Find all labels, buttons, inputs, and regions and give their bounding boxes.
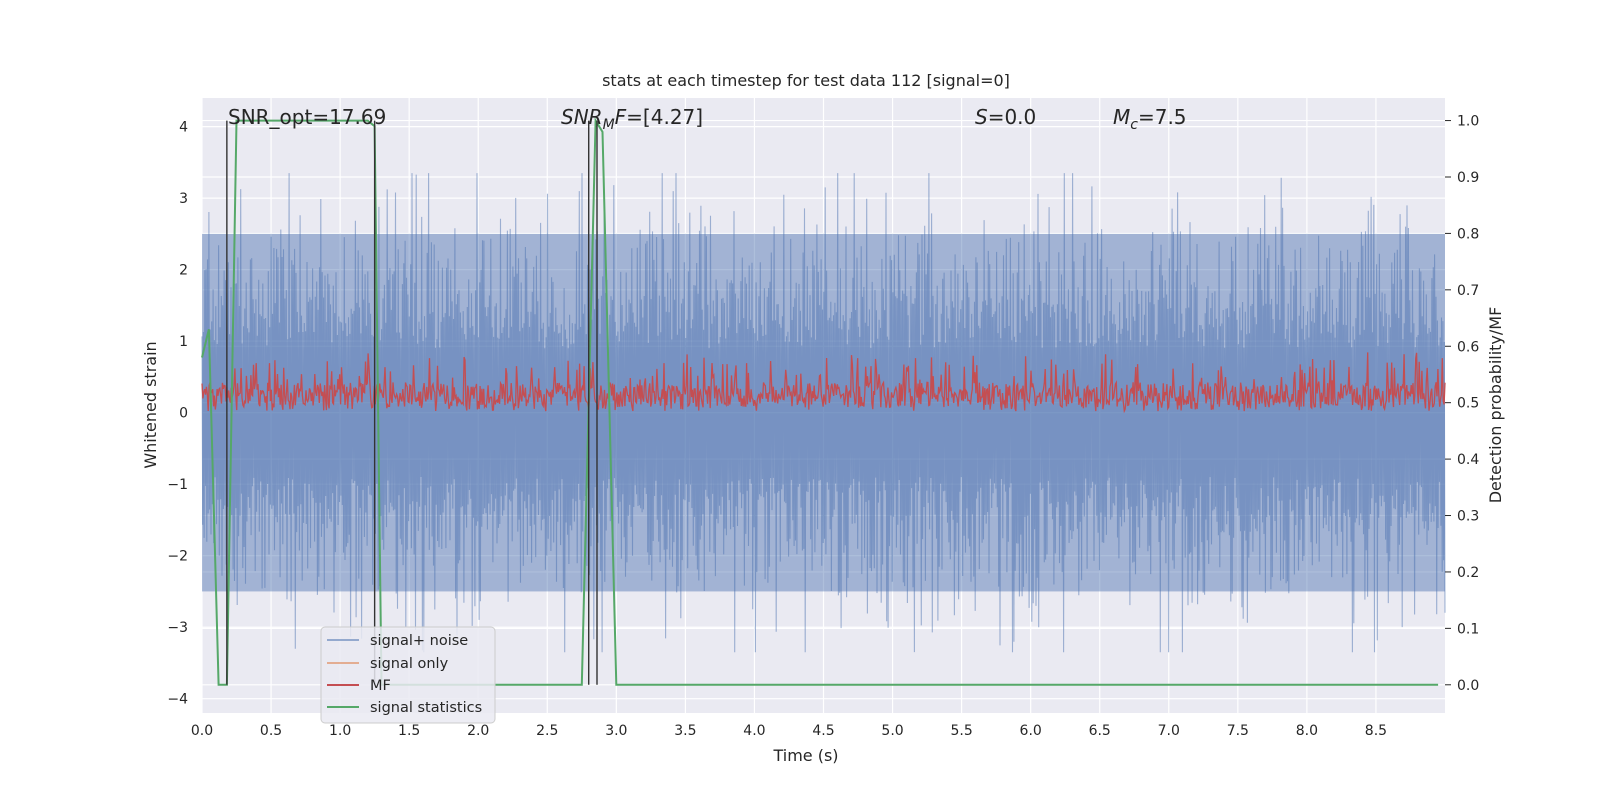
y-right-tick-label: 0.2 [1457,565,1479,581]
x-tick-label: 8.5 [1365,723,1387,739]
x-tick-label: 2.0 [467,723,489,739]
noise-band [202,233,1445,592]
y-right-tick-label: 0.8 [1457,226,1479,242]
x-tick-label: 3.5 [674,723,696,739]
legend-label-signal-noise: signal+ noise [370,633,468,649]
x-tick-label: 5.5 [950,723,972,739]
y-tick-label: 0 [179,406,188,422]
y-tick-label: −4 [167,692,188,708]
x-tick-label: 1.0 [329,723,351,739]
legend-label-signal-statistics: signal statistics [370,700,482,716]
x-tick-label: 1.5 [398,723,420,739]
noise-trace [201,173,1446,653]
y-right-tick-label: 0.3 [1457,509,1479,525]
y-right-tick-label: 0.1 [1457,621,1479,637]
y-right-tick-label: 0.6 [1457,339,1479,355]
x-tick-label: 6.5 [1089,723,1111,739]
y-tick-label: 3 [179,191,188,207]
y-tick-label: −3 [167,620,188,636]
x-tick-label: 3.0 [605,723,627,739]
annotations: SNR_opt=17.69 SNRMF=[4.27] S=0.0 Mc=7.5 [228,105,1187,133]
y-tick-label: 4 [179,120,188,136]
legend-label-mf: MF [370,678,391,694]
x-tick-label: 4.0 [743,723,765,739]
y-right-tick-label: 0.0 [1457,678,1479,694]
y-axis-right-label: Detection probability/MF [1486,307,1505,504]
annotation-snr-mf: SNRMF=[4.27] [561,105,703,133]
y-right-tick-label: 0.7 [1457,283,1479,299]
y-right-tick-label: 0.9 [1457,170,1479,186]
legend-label-signal-only: signal only [370,656,449,672]
annotation-s: S=0.0 [975,105,1036,129]
y-right-tick-label: 0.4 [1457,452,1479,468]
annotation-snr-opt: SNR_opt=17.69 [228,105,386,129]
series-signal-noise [201,173,1446,653]
mf-trace [201,352,1446,414]
x-axis-label: Time (s) [772,746,838,765]
x-tick-label: 4.5 [812,723,834,739]
y-tick-label: 2 [179,263,188,279]
event-markers [226,120,598,685]
x-tick-label: 6.0 [1020,723,1042,739]
y-tick-label: 1 [179,334,188,350]
x-tick-label: 5.0 [881,723,903,739]
x-tick-label: 8.0 [1296,723,1318,739]
x-tick-label: 2.5 [536,723,558,739]
annotation-mc: Mc=7.5 [1113,105,1187,133]
x-tick-label: 0.5 [260,723,282,739]
y-axis-label: Whitened strain [141,341,160,468]
x-tick-label: 0.0 [191,723,213,739]
x-tick-label: 7.0 [1158,723,1180,739]
series-mf [201,352,1446,414]
y-right-tick-label: 0.5 [1457,396,1479,412]
y-tick-label: −1 [167,477,188,493]
axes: 0.0 0.5 1.0 1.5 2.0 2.5 3.0 3.5 4.0 4.5 5.0 5.5 6.0 6… [167,114,1479,739]
series-signal-statistics [201,117,1439,686]
legend-box [320,626,496,724]
y-right-tick-label: 1.0 [1457,114,1479,130]
y-tick-label: −2 [167,549,188,565]
x-tick-label: 7.5 [1227,723,1249,739]
signal-statistics-line [201,117,1439,686]
legend: signal+ noise signal only MF signal stat… [320,626,496,724]
chart-title: stats at each timestep for test data 112… [602,71,1010,90]
